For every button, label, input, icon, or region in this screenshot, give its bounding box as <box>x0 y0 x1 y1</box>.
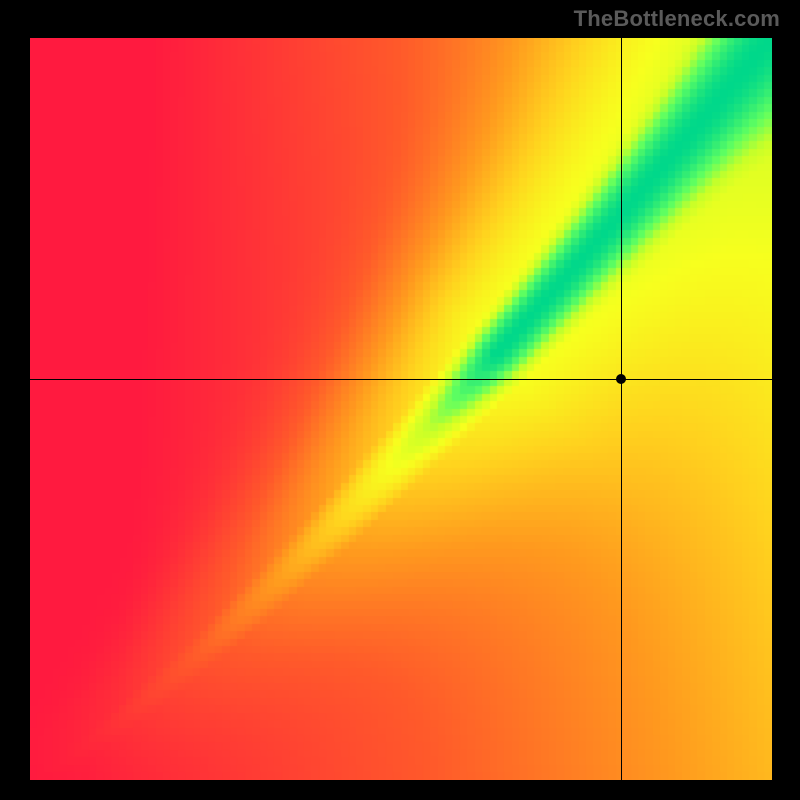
crosshair-vertical-line <box>621 38 622 780</box>
crosshair-dot <box>616 374 626 384</box>
bottleneck-heatmap <box>30 38 772 780</box>
figure-container: TheBottleneck.com <box>0 0 800 800</box>
attribution-text: TheBottleneck.com <box>574 6 780 32</box>
crosshair-horizontal-line <box>30 379 772 380</box>
